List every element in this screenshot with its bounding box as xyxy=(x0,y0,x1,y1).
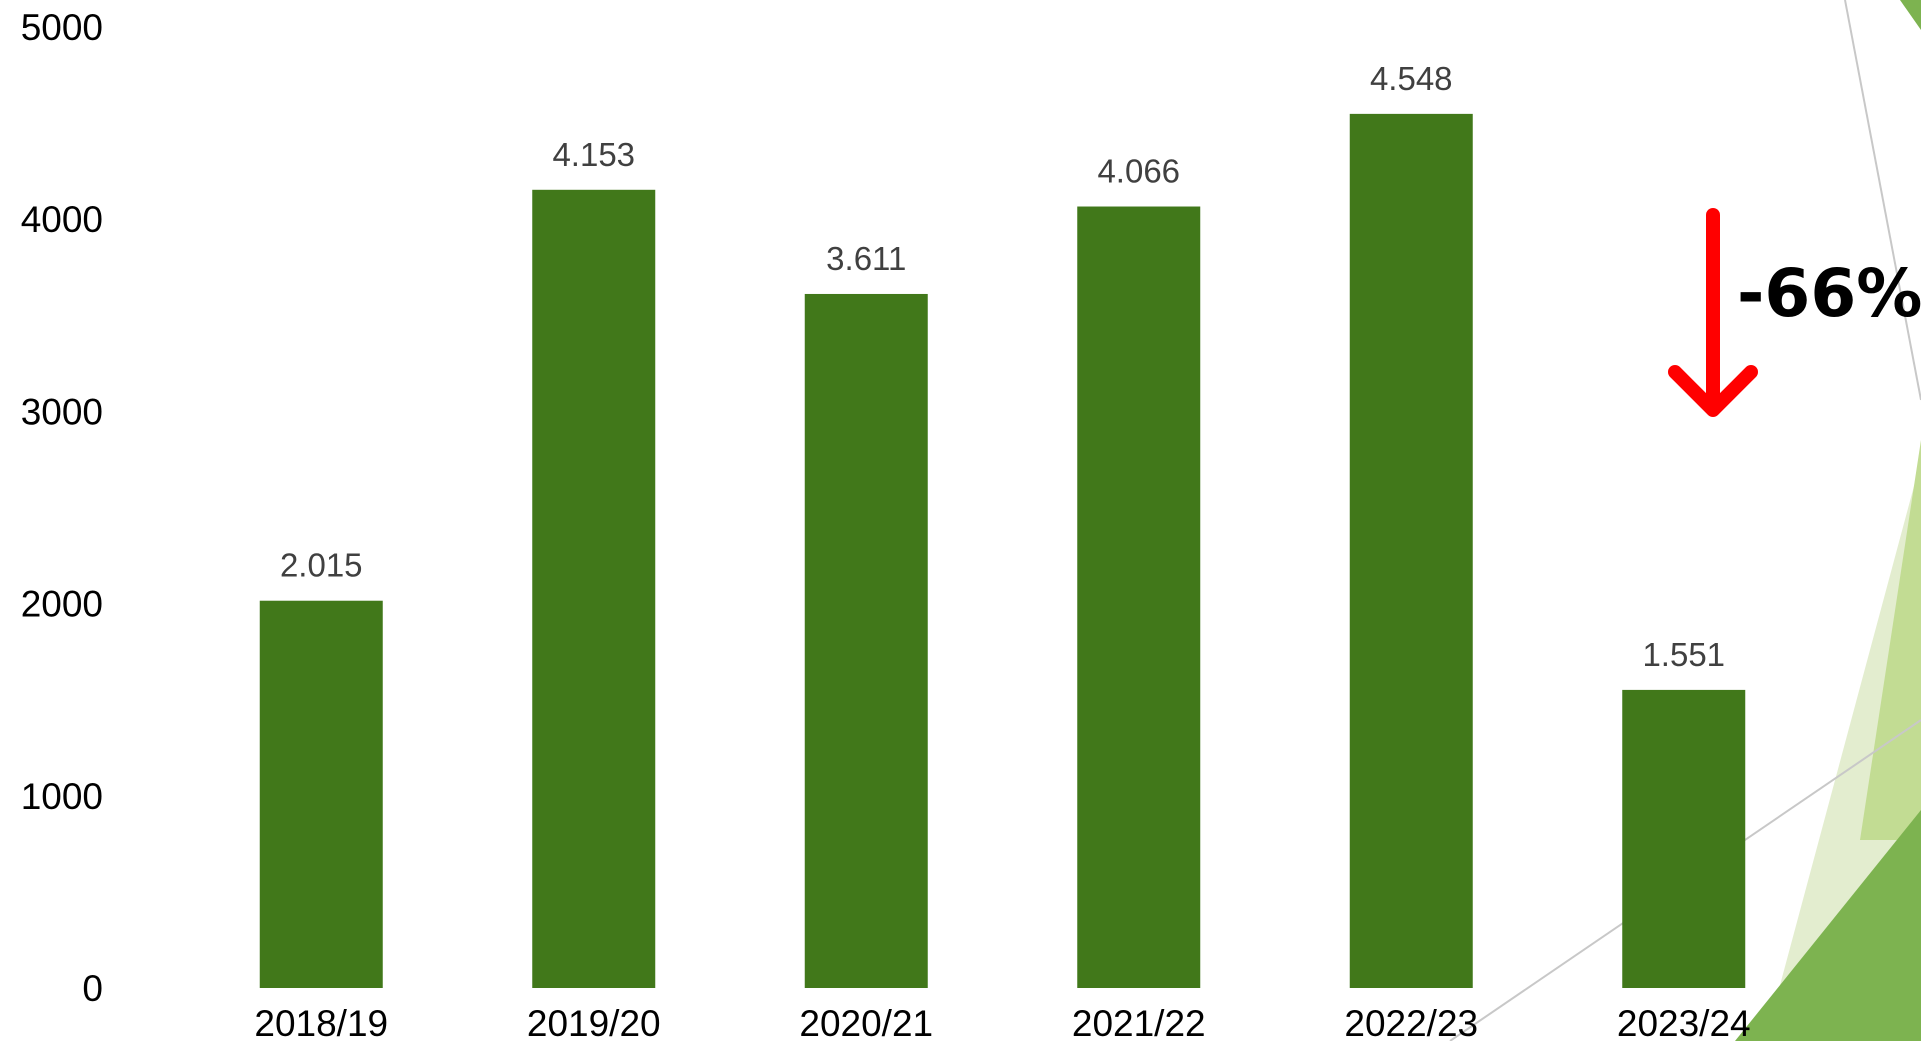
decor-top-sliver xyxy=(1900,0,1921,30)
y-tick-label: 3000 xyxy=(21,391,103,432)
bar-value-label: 4.153 xyxy=(552,136,635,173)
x-tick-label: 2020/21 xyxy=(799,1003,933,1041)
y-tick-label: 5000 xyxy=(21,7,103,48)
bar-value-label: 4.066 xyxy=(1097,153,1180,190)
y-tick-label: 0 xyxy=(82,968,103,1009)
y-tick-label: 4000 xyxy=(21,199,103,240)
bars xyxy=(259,113,1746,989)
decline-callout: -66% xyxy=(1668,208,1921,417)
bar xyxy=(804,293,928,988)
decor-triangle-mid xyxy=(1860,440,1921,840)
bar xyxy=(1349,113,1473,989)
decline-percentage: -66% xyxy=(1737,255,1921,332)
bar xyxy=(532,189,656,988)
y-axis: 0 1000 2000 3000 4000 5000 xyxy=(21,7,103,1009)
y-tick-label: 2000 xyxy=(21,584,103,625)
value-labels: 2.015 4.153 3.611 4.066 4.548 1.551 xyxy=(280,60,1725,673)
bar-value-label: 2.015 xyxy=(280,547,363,584)
bar-value-label: 3.611 xyxy=(826,240,906,277)
x-axis: 2018/19 2019/20 2020/21 2021/22 2022/23 2023/… xyxy=(254,1003,1750,1041)
bar-value-label: 1.551 xyxy=(1642,636,1725,673)
x-tick-label: 2021/22 xyxy=(1072,1003,1206,1041)
bar-value-label: 4.548 xyxy=(1370,60,1453,97)
x-tick-label: 2022/23 xyxy=(1344,1003,1478,1041)
background-decoration xyxy=(1449,0,1921,1041)
bar xyxy=(1622,689,1746,988)
bar xyxy=(259,600,383,988)
x-tick-label: 2023/24 xyxy=(1617,1003,1751,1041)
x-tick-label: 2018/19 xyxy=(254,1003,388,1041)
y-tick-label: 1000 xyxy=(21,776,103,817)
decor-line-top xyxy=(1844,0,1921,401)
decor-triangle-dark xyxy=(1735,810,1921,1041)
x-tick-label: 2019/20 xyxy=(527,1003,661,1041)
bar xyxy=(1077,206,1201,989)
down-arrow-icon xyxy=(1668,208,1758,417)
